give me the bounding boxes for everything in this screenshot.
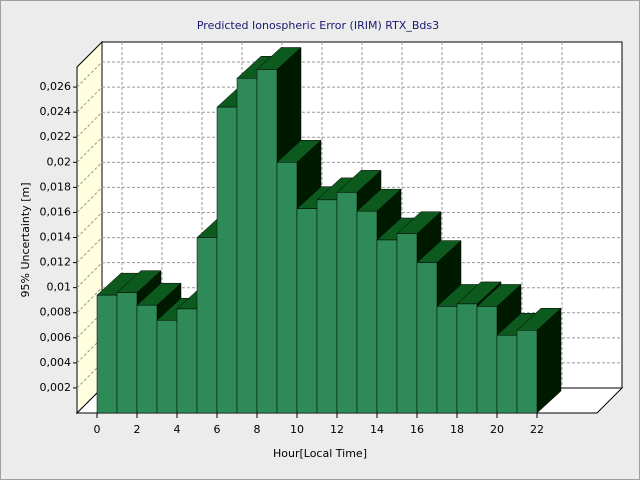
y-tick-label: 0,024 bbox=[40, 105, 72, 118]
x-tick-label: 8 bbox=[254, 423, 261, 436]
grid-line bbox=[76, 111, 103, 138]
bar-front bbox=[176, 308, 198, 414]
y-tick-label: 0,026 bbox=[40, 80, 72, 93]
bar-front bbox=[376, 239, 398, 414]
grid-line bbox=[76, 61, 103, 88]
bar-front bbox=[336, 192, 358, 414]
bar-front bbox=[496, 335, 518, 414]
bar-front bbox=[436, 306, 458, 414]
x-tick-label: 18 bbox=[450, 423, 464, 436]
y-tick-label: 0,002 bbox=[40, 381, 72, 394]
y-tick-label: 0,014 bbox=[40, 230, 72, 243]
y-axis-title: 95% Uncertainty [m] bbox=[19, 182, 32, 297]
y-tick-label: 0,008 bbox=[40, 306, 72, 319]
y-tick-label: 0,012 bbox=[40, 256, 72, 269]
grid-line bbox=[76, 136, 103, 163]
x-tick-label: 16 bbox=[410, 423, 424, 436]
grid-line bbox=[76, 161, 103, 188]
y-tick-label: 0,018 bbox=[40, 180, 72, 193]
grid-line bbox=[76, 86, 103, 113]
bar-front bbox=[136, 304, 158, 414]
bar-front bbox=[156, 319, 178, 414]
bar-front bbox=[196, 237, 218, 414]
x-tick-label: 10 bbox=[290, 423, 304, 436]
x-tick-label: 14 bbox=[370, 423, 384, 436]
x-tick-label: 0 bbox=[94, 423, 101, 436]
grid-line bbox=[76, 237, 103, 263]
chart-title: Predicted Ionospheric Error (IRIM) RTX_B… bbox=[197, 19, 439, 32]
x-axis-title: Hour[Local Time] bbox=[273, 447, 367, 460]
y-tick-label: 0,006 bbox=[40, 331, 72, 344]
y-tick-label: 0,022 bbox=[40, 130, 72, 143]
x-tick-label: 2 bbox=[134, 423, 141, 436]
bar-front bbox=[416, 262, 438, 414]
grid-line bbox=[76, 337, 103, 364]
bar-front bbox=[256, 69, 278, 414]
grid-line bbox=[76, 187, 103, 213]
bar-front bbox=[316, 199, 338, 414]
bar-front bbox=[356, 210, 378, 414]
bar-front bbox=[516, 330, 538, 414]
y-tick-label: 0,004 bbox=[40, 356, 72, 369]
y-tick-label: 0,02 bbox=[47, 155, 72, 168]
x-tick-label: 12 bbox=[330, 423, 344, 436]
x-tick-label: 22 bbox=[530, 423, 544, 436]
bar-front bbox=[96, 294, 118, 414]
bar-front bbox=[476, 306, 498, 414]
bar-front bbox=[456, 303, 478, 414]
grid-line bbox=[76, 287, 103, 314]
bar-front bbox=[216, 106, 238, 414]
bar bbox=[516, 307, 562, 414]
x-tick-label: 20 bbox=[490, 423, 504, 436]
bar-front bbox=[236, 78, 258, 414]
bar-front bbox=[396, 233, 418, 414]
x-tick-label: 6 bbox=[214, 423, 221, 436]
bar-front bbox=[276, 162, 298, 414]
y-tick-label: 0,016 bbox=[40, 205, 72, 218]
x-tick-label: 4 bbox=[174, 423, 181, 436]
grid-line bbox=[76, 262, 103, 288]
grid-line bbox=[76, 362, 103, 389]
bar-front bbox=[116, 292, 138, 414]
grid-line bbox=[76, 312, 103, 339]
y-tick-label: 0,01 bbox=[47, 281, 72, 294]
grid-line bbox=[76, 212, 103, 238]
bar-front bbox=[296, 208, 318, 414]
